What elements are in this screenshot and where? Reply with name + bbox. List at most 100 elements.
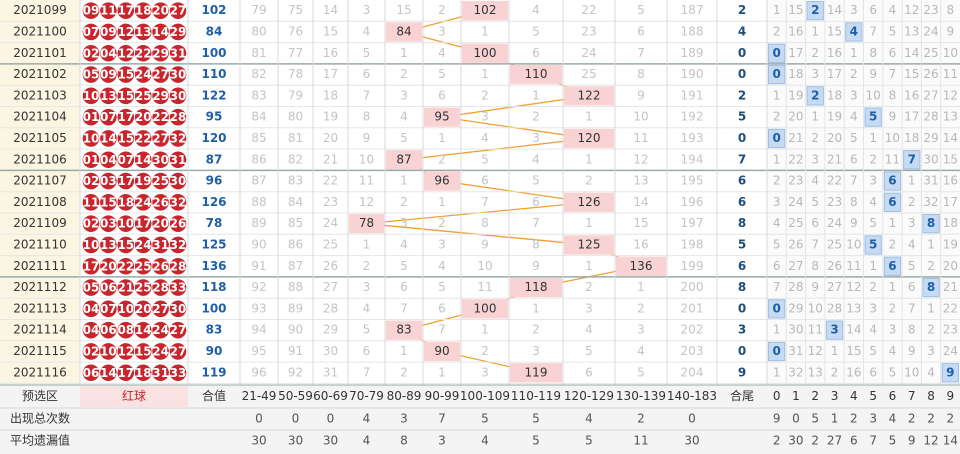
digit-miss: 7	[850, 174, 858, 188]
range-miss: 4	[481, 131, 489, 145]
ball-number: 27	[152, 68, 169, 82]
ball	[82, 279, 100, 296]
digit-miss: 28	[788, 280, 803, 294]
ball-number: 20	[152, 4, 169, 18]
digit-miss: 17	[943, 195, 958, 209]
digit-miss: 1	[889, 280, 897, 294]
stat-digit: 2	[850, 412, 858, 426]
range-hit	[386, 320, 422, 340]
range-miss: 87	[288, 259, 303, 273]
range-miss: 191	[681, 88, 704, 102]
range-miss: 11	[477, 280, 492, 294]
ball-number: 31	[152, 238, 169, 252]
ball	[117, 108, 135, 126]
ball	[169, 257, 187, 275]
digit-hit-value: 5	[869, 110, 877, 124]
digit-miss: 3	[869, 174, 877, 188]
digit-miss: 2	[927, 323, 935, 337]
ball	[169, 130, 187, 147]
stat-range: 4	[363, 412, 371, 426]
range-miss: 6	[637, 24, 645, 38]
range-miss: 24	[323, 216, 338, 230]
digit-hit	[768, 43, 786, 63]
digit-miss: 17	[827, 67, 842, 81]
digit-miss: 9	[889, 110, 897, 124]
sum: 136	[201, 259, 226, 273]
ball	[134, 108, 152, 126]
range-miss: 3	[532, 344, 540, 358]
range-miss: 81	[251, 46, 266, 60]
range-miss: 7	[532, 216, 540, 230]
digit-miss: 21	[827, 152, 842, 166]
ball	[100, 44, 117, 62]
issue: 2021109	[13, 216, 66, 230]
digit-miss: 7	[908, 301, 916, 315]
range-miss: 94	[251, 323, 266, 337]
range-miss: 15	[396, 3, 411, 17]
digit-miss: 23	[943, 323, 958, 337]
tail: 0	[738, 344, 746, 358]
digit-miss: 9	[947, 24, 955, 38]
digit-label: 9	[947, 389, 955, 403]
stat-digit: 7	[869, 434, 877, 448]
digit-hit-value: 9	[946, 365, 954, 379]
range-miss: 1	[585, 259, 593, 273]
ball-number: 20	[100, 259, 117, 273]
digit-miss: 24	[943, 344, 958, 358]
ball-number: 04	[100, 46, 117, 60]
digit-hit-value: 8	[927, 280, 935, 294]
stat-range: 30	[288, 434, 303, 448]
ball	[117, 130, 135, 147]
issue: 2021116	[13, 365, 66, 379]
digit-miss: 9	[850, 216, 858, 230]
range-miss: 76	[288, 24, 303, 38]
stat-range: 8	[400, 434, 408, 448]
stat-range: 11	[633, 434, 648, 448]
ball	[117, 364, 135, 382]
range-miss: 5	[400, 131, 408, 145]
ball	[134, 172, 152, 190]
ball-number: 20	[135, 302, 152, 316]
ball	[169, 321, 187, 339]
ball-number: 24	[135, 195, 152, 209]
range-miss: 3	[363, 280, 371, 294]
ball	[169, 236, 187, 254]
range-miss: 1	[400, 174, 408, 188]
digit-miss: 2	[850, 67, 858, 81]
range-miss: 6	[532, 195, 540, 209]
digit-miss: 8	[850, 195, 858, 209]
digit-miss: 5	[869, 216, 877, 230]
tail: 2	[738, 88, 746, 102]
range-miss: 4	[585, 323, 593, 337]
digit-miss: 25	[827, 237, 842, 251]
digit-miss: 12	[808, 344, 823, 358]
digit-miss: 20	[943, 259, 958, 273]
tail: 6	[738, 174, 746, 188]
digit-hit-value: 2	[811, 88, 819, 102]
range-miss: 5	[363, 46, 371, 60]
digit-miss: 30	[788, 323, 803, 337]
ball	[82, 364, 100, 382]
range-miss: 80	[288, 110, 303, 124]
stat-range: 30	[251, 434, 266, 448]
range-miss: 7	[637, 46, 645, 60]
ball	[134, 215, 152, 232]
digit-miss: 1	[927, 237, 935, 251]
ball	[117, 343, 135, 360]
range-miss: 26	[323, 259, 338, 273]
stat-range: 0	[292, 412, 300, 426]
ball-number: 24	[135, 238, 152, 252]
digit-hit-value: 7	[908, 152, 916, 166]
ball	[82, 87, 100, 105]
range-miss: 13	[633, 174, 648, 188]
ball	[100, 66, 117, 83]
range-miss: 5	[637, 3, 645, 17]
ball-number: 05	[83, 68, 100, 82]
digit-hit-value: 0	[772, 301, 780, 315]
digit-miss: 7	[773, 280, 781, 294]
digit-miss: 27	[788, 259, 803, 273]
stat-digit: 5	[811, 412, 819, 426]
ball	[134, 2, 152, 19]
stat-range: 3	[438, 434, 446, 448]
digit-miss: 2	[773, 110, 781, 124]
